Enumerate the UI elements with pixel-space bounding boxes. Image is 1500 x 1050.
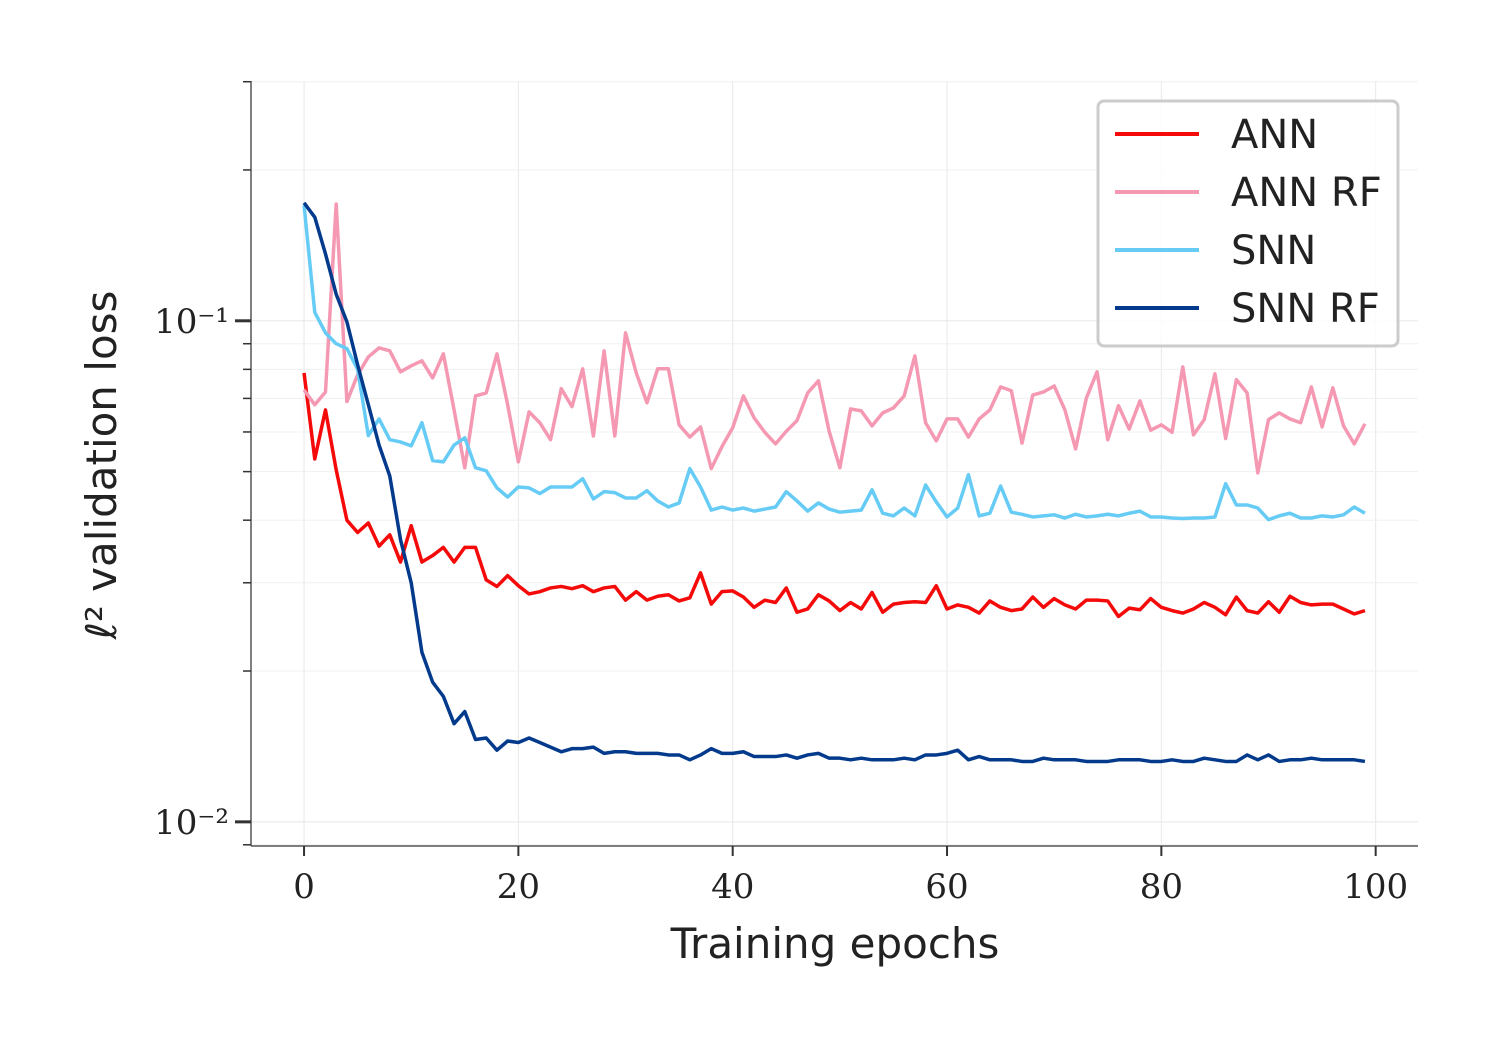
x-axis-label: Training epochs — [670, 919, 1000, 968]
y-tick-label: 10⁻¹ — [154, 302, 229, 342]
legend: ANN ANN RF SNN SNN RF — [1096, 99, 1400, 348]
series-line — [302, 202, 1367, 475]
legend-label: SNN — [1231, 228, 1316, 274]
grid — [251, 81, 1418, 846]
x-tick-label: 80 — [1140, 867, 1183, 907]
lines — [302, 201, 1367, 764]
y-tick-label: 10⁻² — [154, 803, 229, 843]
axes: 0 20 40 60 80 100 10⁻² 10⁻¹ — [154, 80, 1418, 907]
x-tick-label: 40 — [711, 867, 754, 907]
legend-label: SNN RF — [1231, 286, 1380, 332]
x-tick-label: 60 — [925, 867, 968, 907]
x-tick-label: 0 — [293, 867, 315, 907]
legend-label: ANN — [1231, 112, 1318, 158]
series-line — [302, 201, 1366, 764]
legend-box — [1096, 99, 1400, 348]
series-line — [302, 205, 1366, 522]
series-line — [302, 372, 1366, 619]
x-tick-label: 100 — [1343, 867, 1408, 907]
x-tick-label: 20 — [497, 867, 540, 907]
y-axis-label: ℓ² validation loss — [77, 291, 126, 641]
legend-label: ANN RF — [1231, 170, 1382, 216]
